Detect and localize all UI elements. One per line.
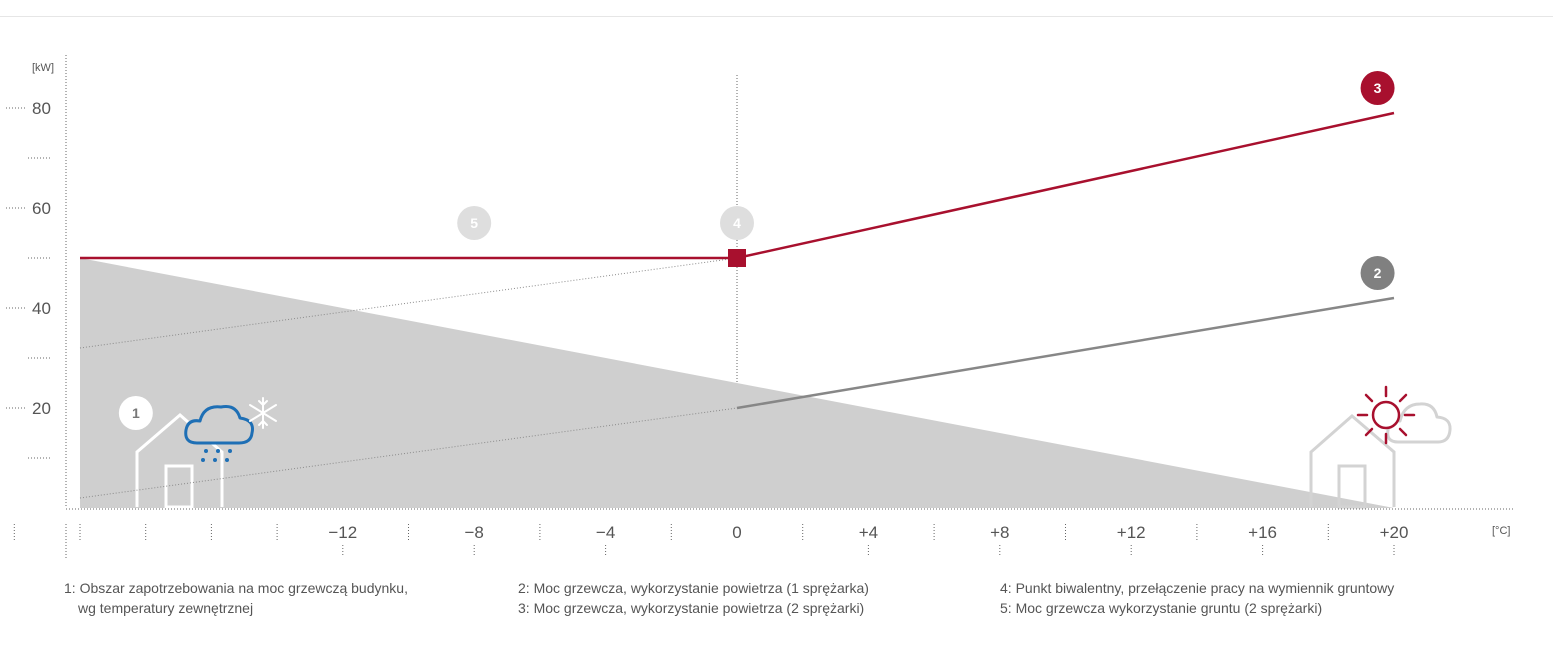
badge-2-label: 2 [1374, 265, 1382, 281]
x-tick-label: +16 [1248, 523, 1277, 542]
x-tick-label: +20 [1380, 523, 1409, 542]
sun-icon [1356, 385, 1416, 445]
legend-column-2: 2: Moc grzewcza, wykorzystanie powietrza… [518, 578, 869, 618]
rain-cloud-icon [184, 405, 254, 462]
line-layer [79, 111, 1395, 499]
x-unit-label: [°C] [1492, 525, 1510, 537]
legend-item-3: 3: Moc grzewcza, wykorzystanie powietrza… [518, 600, 865, 616]
bivalent-point-marker [728, 249, 746, 267]
label-layer: 20 40 60 80 [kW] −12 −8 −4 0 +4 +8 +12 +16 +20 [°C] [32, 62, 1510, 542]
y-tick-label: 40 [32, 299, 51, 318]
legend-column-3: 4: Punkt biwalentny, przełączenie pracy … [1000, 578, 1394, 618]
area-layer [80, 258, 1394, 508]
legend-item-5: 5: Moc grzewcza wykorzystanie gruntu (2 … [1000, 600, 1323, 616]
snowflake-icon [249, 397, 277, 429]
badge-1-label: 1 [132, 405, 140, 421]
series-2-line [736, 296, 1395, 410]
series-1-area [80, 258, 1394, 508]
legend-item-2: 2: Moc grzewcza, wykorzystanie powietrza… [518, 580, 869, 596]
y-tick-label: 80 [32, 99, 51, 118]
legend-column-1: 1: Obszar zapotrzebowania na moc grzewcz… [64, 578, 408, 618]
x-tick-label: −4 [596, 523, 615, 542]
badge-4-label: 4 [733, 215, 741, 231]
badge-5 [457, 206, 492, 240]
x-tick-label: +8 [990, 523, 1009, 542]
heating-power-chart: 1 2 3 4 5 20 40 60 80 [kW] −12 −8 −4 0 +4 +8 +12 +16 +20 [… [6, 55, 1515, 560]
x-tick-label: −12 [328, 523, 357, 542]
badge-1 [118, 396, 153, 430]
legend-item-4: 4: Punkt biwalentny, przełączenie pracy … [1000, 580, 1395, 596]
y-tick-label: 60 [32, 199, 51, 218]
series-3-ext-line [79, 257, 738, 349]
badge-4 [720, 206, 754, 240]
series-2-ext-line [79, 407, 738, 499]
badge-2 [1360, 256, 1395, 290]
y-unit-label: [kW] [32, 62, 54, 74]
badge-3 [1360, 71, 1395, 105]
y-tick-label: 20 [32, 399, 51, 418]
x-tick-label: −8 [465, 523, 484, 542]
top-divider [0, 16, 1553, 17]
legend-item-1: 1: Obszar zapotrzebowania na moc grzewcz… [64, 580, 408, 596]
house-cold-icon [135, 413, 224, 509]
x-tick-label: +4 [859, 523, 878, 542]
badge-5-label: 5 [470, 215, 478, 231]
house-warm-icon [1309, 414, 1396, 509]
badge-3-label: 3 [1374, 80, 1382, 96]
legend-item-1-continued: wg temperatury zewnętrznej [78, 600, 254, 616]
x-tick-label: +12 [1117, 523, 1146, 542]
badge-layer: 1 2 3 4 5 [118, 71, 1395, 430]
x-tick-label: 0 [732, 523, 741, 542]
